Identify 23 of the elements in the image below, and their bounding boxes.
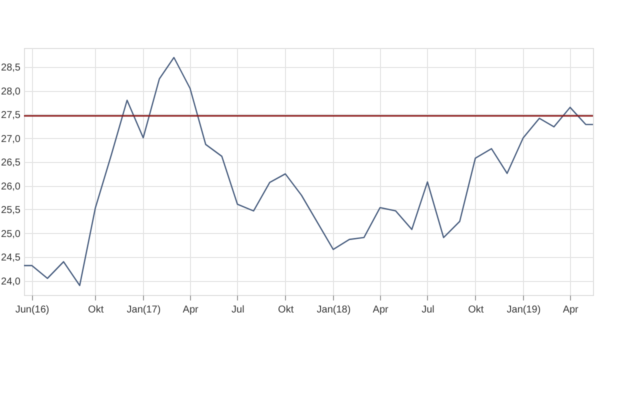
x-tick-label: Jan(17) [126,304,161,316]
y-tick-label: 24,5 [1,252,21,264]
x-tick-label: Jun(16) [15,304,50,316]
y-tick-label: 24,0 [1,276,21,288]
y-tick-label: 25,0 [1,228,21,240]
x-tick-label: Jan(18) [316,304,351,316]
x-tick-label: Jan(19) [506,304,541,316]
y-tick-label: 25,5 [1,205,21,216]
y-tick-label: 27,5 [1,110,21,121]
x-tick-label: Okt [278,304,294,316]
y-tick-label: 28,0 [1,86,21,98]
y-tick-label: 26,5 [1,158,21,168]
x-tick-label: Jul [232,304,244,316]
y-tick-label: 26,0 [1,181,21,192]
y-tick-label: 27,0 [1,134,21,145]
x-tick-label: Jul [422,304,434,316]
x-tick-label: Apr [562,304,580,316]
x-tick-label: Apr [372,304,390,316]
x-tick-label: Apr [182,304,200,316]
line-series [24,56,593,286]
x-tick-label: Okt [88,304,104,316]
y-tick-label: 28,5 [1,62,21,74]
x-tick-label: Okt [468,304,484,316]
